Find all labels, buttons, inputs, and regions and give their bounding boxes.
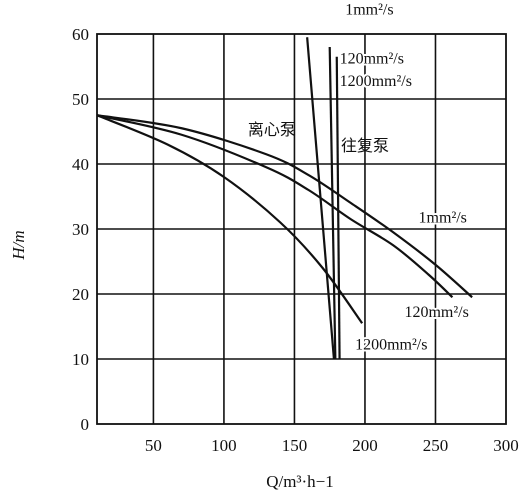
series-line-reciprocating-120mm2s xyxy=(328,46,337,360)
annotation-label: 120mm²/s xyxy=(340,50,404,67)
x-tick-label: 200 xyxy=(352,436,378,455)
annotation-label: 120mm²/s xyxy=(404,304,468,321)
y-tick-label: 60 xyxy=(72,25,89,44)
tick-layer: 50 100 150 200 250 300 0 10 20 30 40 50 60 xyxy=(72,25,519,455)
annotation-label: 1200mm²/s xyxy=(355,336,427,353)
x-tick-label: 250 xyxy=(423,436,449,455)
y-tick-label: 30 xyxy=(72,220,89,239)
grid-layer xyxy=(97,34,506,424)
y-tick-label: 20 xyxy=(72,285,89,304)
annotation-label: 1mm²/s xyxy=(419,210,467,227)
y-axis-label: H/m xyxy=(9,230,28,260)
annotation-label: 1mm²/s xyxy=(345,2,393,19)
x-axis-label: Q/m³·h−1 xyxy=(266,472,334,491)
x-tick-label: 100 xyxy=(211,436,237,455)
x-tick-label: 150 xyxy=(282,436,308,455)
annotation-label: 离心泵 xyxy=(248,120,296,139)
series-line-reciprocating-1200mm2s xyxy=(335,56,341,360)
plot-frame xyxy=(96,33,507,425)
x-tick-label: 50 xyxy=(145,436,162,455)
annotation-label: 往复泵 xyxy=(341,136,389,155)
series-line-centrifugal-120mm2s xyxy=(96,114,454,299)
y-tick-label: 40 xyxy=(72,155,89,174)
series-line-reciprocating-1mm2s xyxy=(306,37,336,360)
y-tick-label: 10 xyxy=(72,350,89,369)
y-tick-label: 50 xyxy=(72,90,89,109)
curve-layer xyxy=(96,37,473,360)
x-tick-label: 300 xyxy=(493,436,519,455)
annotation-label: 1200mm²/s xyxy=(340,73,412,90)
y-tick-label: 0 xyxy=(81,415,90,434)
